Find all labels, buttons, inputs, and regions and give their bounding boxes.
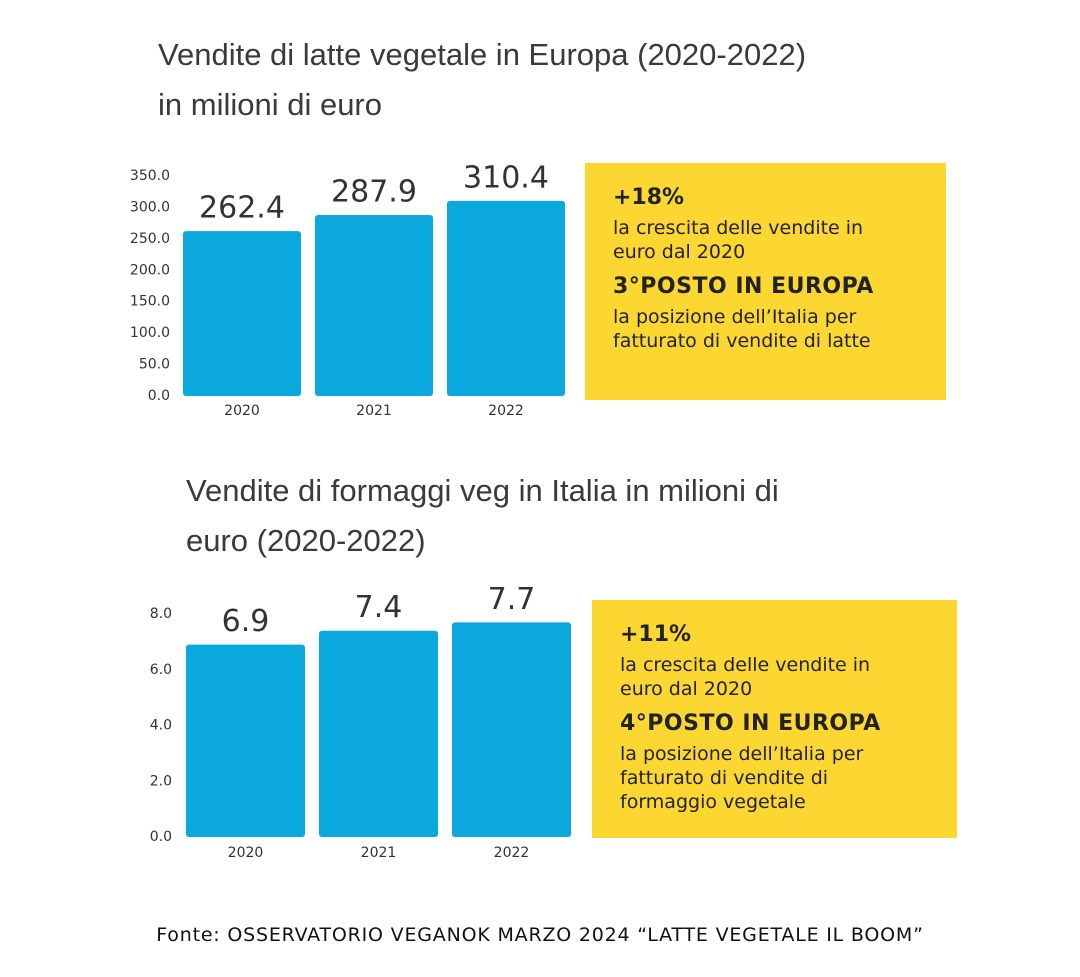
y-tick-label: 8.0 <box>150 606 172 622</box>
y-tick-label: 350.0 <box>130 168 170 184</box>
callout-text: la posizione dell’Italia per fatturato d… <box>620 743 864 813</box>
x-tick-label: 2022 <box>488 403 524 419</box>
value-label: 310.4 <box>463 160 549 195</box>
x-tick-label: 2020 <box>228 845 264 861</box>
callout-box: +18% la crescita delle vendite in euro da… <box>585 163 946 400</box>
chart-title: Vendite di formaggi veg in Italia in mil… <box>186 473 779 558</box>
bar <box>183 231 301 396</box>
value-label: 7.4 <box>355 590 403 625</box>
source: Fonte: OSSERVATORIO VEGANOK MARZO 2024 “… <box>156 924 924 946</box>
value-label: 262.4 <box>199 191 285 226</box>
x-tick-label: 2021 <box>361 845 397 861</box>
callout-text: la posizione dell’Italia per fatturato d… <box>613 306 871 352</box>
y-tick-label: 150.0 <box>130 294 170 310</box>
bar <box>315 215 433 396</box>
callout-rank: 3°POSTO IN EUROPA <box>613 274 874 299</box>
y-tick-label: 200.0 <box>130 262 170 278</box>
value-label: 6.9 <box>222 604 270 639</box>
y-tick-label: 2.0 <box>150 773 172 789</box>
bar <box>319 630 438 837</box>
callout-text: la crescita delle vendite in euro dal 20… <box>613 217 864 263</box>
y-tick-label: 50.0 <box>139 357 170 373</box>
x-tick-label: 2022 <box>494 845 530 861</box>
bar <box>447 200 565 396</box>
y-tick-label: 300.0 <box>130 199 170 215</box>
value-label: 287.9 <box>331 175 417 210</box>
callout-box: +11% la crescita delle vendite in euro da… <box>592 600 957 838</box>
y-tick-label: 250.0 <box>130 231 170 247</box>
callout-stat: +18% <box>613 185 685 210</box>
y-tick-label: 0.0 <box>148 388 170 404</box>
bar <box>186 644 305 837</box>
y-tick-label: 6.0 <box>150 662 172 678</box>
x-tick-label: 2020 <box>224 403 260 419</box>
y-tick-label: 100.0 <box>130 325 170 341</box>
callout-text: la crescita delle vendite in euro dal 20… <box>620 654 871 700</box>
chart-title: Vendite di latte vegetale in Europa (202… <box>158 37 807 122</box>
y-tick-label: 4.0 <box>150 718 172 734</box>
x-tick-label: 2021 <box>356 403 392 419</box>
callout-stat: +11% <box>620 622 692 647</box>
callout-rank: 4°POSTO IN EUROPA <box>620 711 881 736</box>
value-label: 7.7 <box>488 582 536 617</box>
y-tick-label: 0.0 <box>150 829 172 845</box>
bar <box>452 622 571 837</box>
